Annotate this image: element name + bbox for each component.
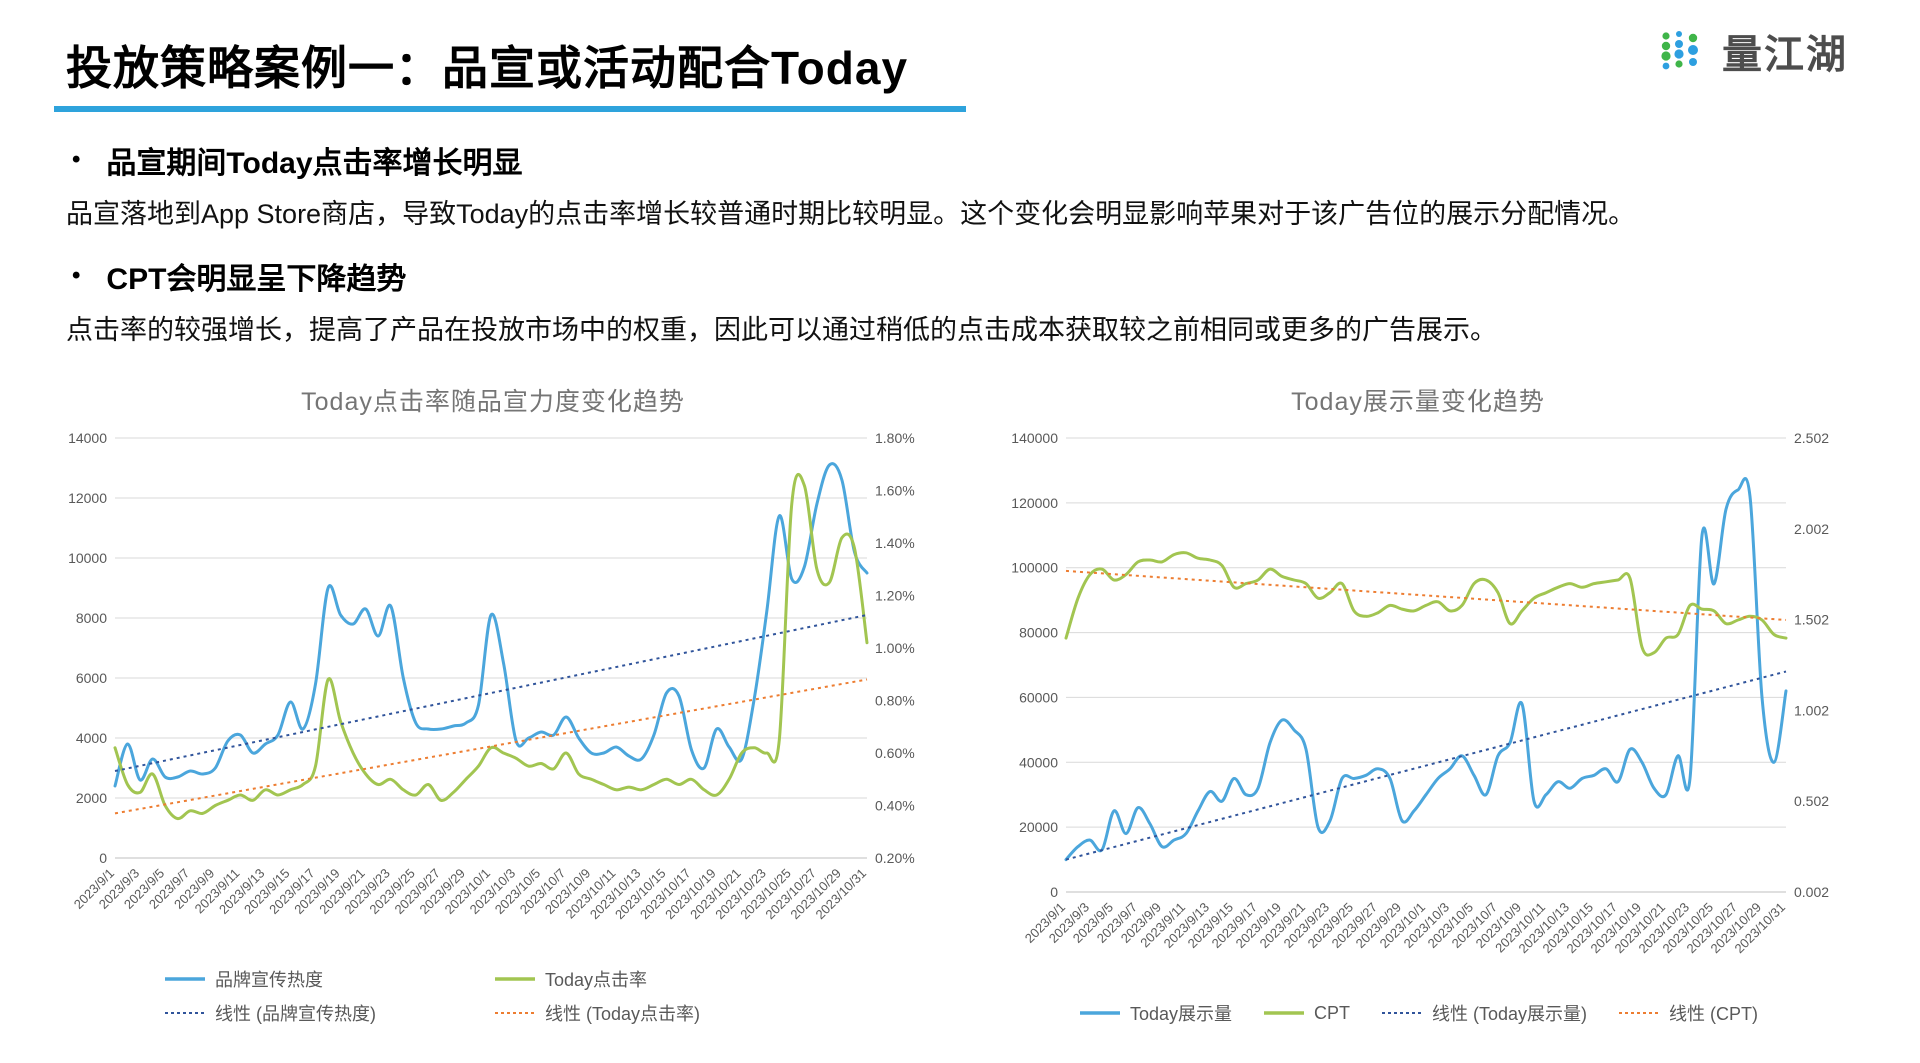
chart-today-impressions-trend: Today展示量变化趋势 0 20000 40000 60000 80000 100000 1… (978, 382, 1858, 1042)
series-line-1 (1064, 551, 1788, 657)
legend-line-sample (165, 1012, 205, 1014)
legend-line-sample (1619, 1012, 1660, 1014)
bullet-heading-text-2: CPT会明显呈下降趋势 (106, 262, 407, 296)
y-axis-left-label: 4000 (76, 730, 107, 746)
title-underline (54, 106, 966, 112)
legend-label: 品牌宣传热度 (215, 970, 323, 990)
y-axis-right-label: 0.502 (1794, 793, 1829, 809)
y-axis-right-label: 0.60% (875, 745, 915, 761)
y-axis-right-label: 1.80% (875, 430, 915, 446)
y-axis-left-label: 0 (99, 850, 107, 866)
legend-item: CPT (1262, 1000, 1350, 1026)
y-axis-left-label: 0 (1050, 884, 1058, 900)
legend-line-sample (165, 977, 205, 981)
legend-item: 线性 (CPT) (1617, 1000, 1758, 1026)
y-axis-right-label: 1.002 (1794, 702, 1829, 718)
y-axis-left-label: 100000 (1011, 560, 1058, 576)
y-axis-right-label: 0.20% (875, 850, 915, 866)
series-line-0 (113, 462, 869, 788)
y-axis-right-label: 2.502 (1794, 430, 1829, 446)
bullet-block-2: • CPT会明显呈下降趋势 点击率的较强增长，提高了产品在投放市场中的权重，因此… (66, 254, 1856, 348)
bullet-heading-1: • 品宣期间Today点击率增长明显 (66, 138, 1856, 182)
y-axis-right-label: 1.00% (875, 640, 915, 656)
legend-item: 线性 (Today展示量) (1380, 1000, 1587, 1026)
legend-label: CPT (1314, 1002, 1350, 1023)
y-axis-left-label: 10000 (68, 550, 107, 566)
legend-label: 线性 (Today展示量) (1432, 1004, 1588, 1024)
chart-title: Today点击率随品宣力度变化趋势 (301, 388, 685, 416)
bullet-heading-2: • CPT会明显呈下降趋势 (66, 254, 1856, 298)
bullet-icon: • (72, 146, 81, 173)
legend-line-sample (495, 977, 535, 981)
bullet-body-2: 点击率的较强增长，提高了产品在投放市场中的权重，因此可以通过稍低的点击成本获取较… (66, 314, 1497, 345)
trendline-2 (1065, 670, 1787, 861)
legend-item: 品牌宣传热度 (163, 966, 493, 992)
legend-line-sample (495, 1012, 535, 1014)
y-axis-left-label: 80000 (1019, 625, 1058, 641)
y-axis-right-label: 0.80% (875, 693, 915, 709)
series-line-1 (113, 472, 869, 821)
chart-legend: 品牌宣传热度 Today点击率线性 (品牌宣传热度) 线性 (Today点击率) (37, 966, 949, 1026)
chart-legend: Today展示量 CPT 线性 (Today展示量) 线性 (CPT) (978, 1000, 1858, 1026)
chart-plot: 0 2000 4000 6000 8000 10000 12000 14000 0.20% 0.4… (68, 430, 915, 922)
legend-label: 线性 (品牌宣传热度) (215, 1004, 376, 1024)
y-axis-right-label: 2.002 (1794, 521, 1829, 537)
y-axis-left-label: 40000 (1019, 754, 1058, 770)
trendline-3 (114, 678, 868, 815)
brand-logo-text: 量江湖 (1722, 33, 1848, 77)
bullet-list: • 品宣期间Today点击率增长明显 品宣落地到App Store商店，导致To… (66, 138, 1856, 348)
y-axis-right-label: 1.20% (875, 588, 915, 604)
legend-item: Today点击率 (493, 966, 823, 992)
y-axis-right-label: 1.502 (1794, 612, 1829, 628)
y-axis-right-label: 1.60% (875, 483, 915, 499)
bullet-heading-text-1: 品宣期间Today点击率增长明显 (106, 147, 523, 180)
legend-line-sample (1382, 1012, 1422, 1014)
y-axis-right-label: 0.002 (1794, 884, 1829, 900)
bullet-body-1: 品宣落地到App Store商店，导致Today的点击率增长较普通时期比较明显。… (66, 199, 1636, 229)
page-title: 投放策略案例一：品宣或活动配合Today (66, 42, 909, 94)
chart-today-ctr-trend: Today点击率随品宣力度变化趋势 0 2000 4000 6000 8000 10000 1… (37, 382, 949, 1042)
brand-logo-icon (1661, 31, 1698, 70)
y-axis-left-label: 14000 (68, 430, 107, 446)
y-axis-left-label: 60000 (1019, 689, 1058, 705)
legend-label: Today点击率 (545, 970, 648, 990)
legend-label: 线性 (Today点击率) (545, 1004, 701, 1024)
bullet-block-1: • 品宣期间Today点击率增长明显 品宣落地到App Store商店，导致To… (66, 138, 1856, 232)
y-axis-left-label: 120000 (1011, 495, 1058, 511)
trendline-2 (114, 614, 868, 772)
legend-label: Today展示量 (1129, 1004, 1232, 1024)
y-axis-left-label: 2000 (76, 790, 107, 806)
trendline-3 (1065, 569, 1787, 621)
legend-label: 线性 (CPT) (1669, 1004, 1759, 1024)
y-axis-left-label: 6000 (76, 670, 107, 686)
y-axis-left-label: 8000 (76, 610, 107, 626)
chart-plot: 0 20000 40000 60000 80000 100000 120000 140000 0… (1011, 430, 1829, 956)
y-axis-left-label: 12000 (68, 490, 107, 506)
brand-logo: 量江湖 (1658, 22, 1848, 80)
legend-item: 线性 (Today点击率) (493, 1000, 823, 1026)
charts-area: Today点击率随品宣力度变化趋势 0 2000 4000 6000 8000 10000 1… (0, 382, 1920, 1047)
legend-line-sample (1264, 1011, 1304, 1015)
chart-title: Today展示量变化趋势 (1291, 388, 1545, 416)
legend-line-sample (1079, 1011, 1120, 1015)
y-axis-right-label: 1.40% (875, 535, 915, 551)
y-axis-left-label: 20000 (1019, 819, 1058, 835)
y-axis-left-label: 140000 (1011, 430, 1058, 446)
series-line-0 (1064, 477, 1788, 862)
y-axis-right-label: 0.40% (875, 798, 915, 814)
bullet-icon: • (72, 261, 81, 289)
legend-item: 线性 (品牌宣传热度) (163, 1000, 493, 1026)
legend-item: Today展示量 (1078, 1000, 1232, 1026)
